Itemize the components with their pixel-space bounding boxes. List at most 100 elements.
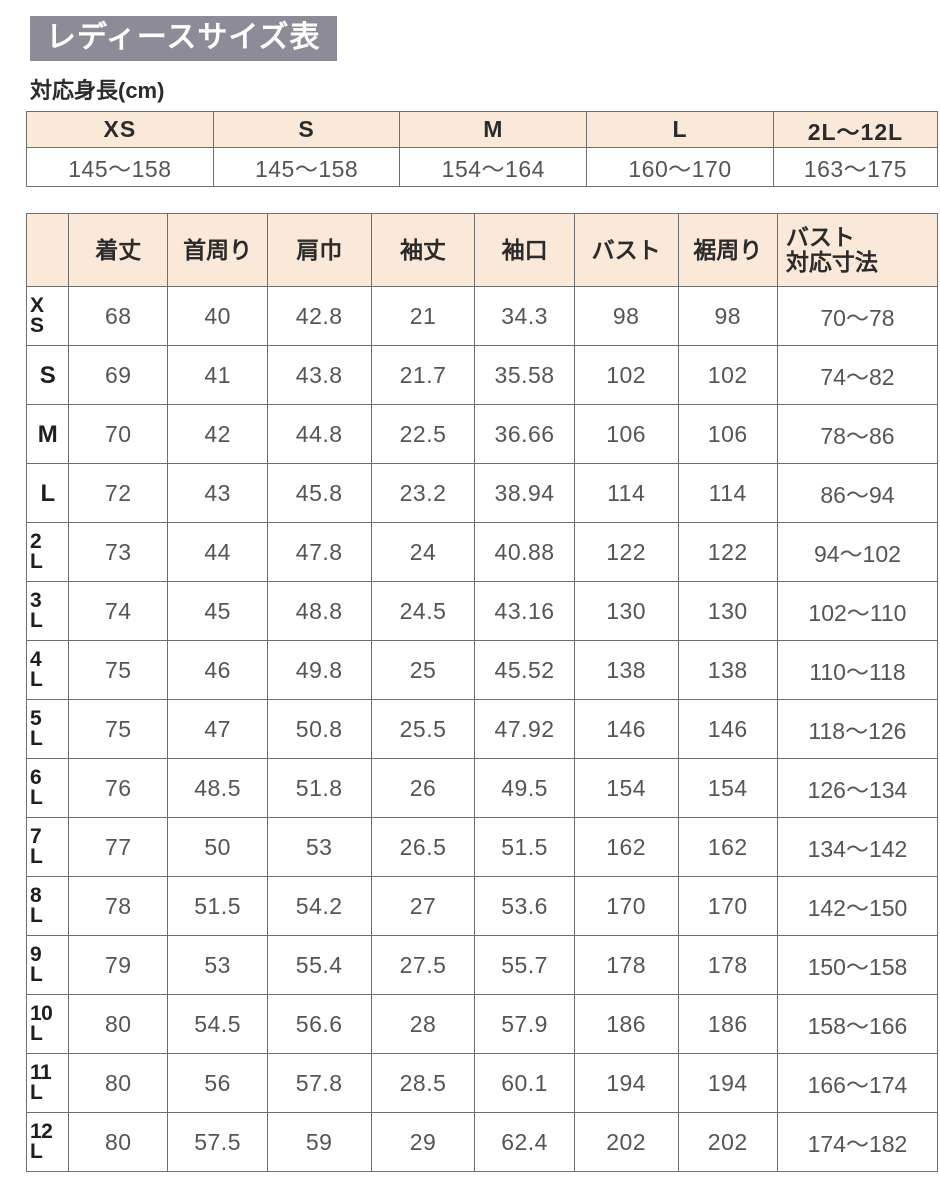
measurement-cell: 50 [167,817,268,878]
measurement-cell: 138 [573,640,679,701]
measurement-cell: 74～82 [776,345,939,406]
measurement-cell: 86～94 [776,463,939,524]
measurement-cell: 170 [677,876,778,937]
size-label-line: 5 [30,707,42,731]
measurement-cell: 44 [167,522,268,583]
measurement-cell: 59 [266,1112,372,1173]
height-value-cell: 160～170 [586,147,774,188]
measurement-cell: 26 [370,758,476,819]
measurement-cell: 170 [573,876,679,937]
measurement-cell: 134～142 [776,817,939,878]
measurement-cell: 48.8 [266,581,372,642]
measurement-cell: 55.4 [266,935,372,996]
measurement-cell: 78～86 [776,404,939,465]
measurement-cell: 138 [677,640,778,701]
measurement-cell: 166～174 [776,1053,939,1114]
measurement-cell: 102～110 [776,581,939,642]
measurement-cell: 130 [573,581,679,642]
measurement-cell: 102 [677,345,778,406]
measurements-col-header: 袖口 [474,213,575,288]
measurement-cell: 47.8 [266,522,372,583]
size-label-cell: S [25,345,70,406]
size-label-cell: M [25,404,70,465]
table-row: L 72 43 45.8 23.2 38.94 114 114 86～94 [25,463,939,524]
measurement-cell: 53 [266,817,372,878]
measurements-col-header: 肩巾 [266,213,372,288]
measurement-cell: 114 [573,463,679,524]
height-value-cell: 145～158 [26,147,214,188]
measurement-cell: 122 [677,522,778,583]
size-label-line: L [30,904,43,928]
size-label-line: 2 [30,530,42,554]
measurement-cell: 178 [573,935,679,996]
measurement-cell: 202 [677,1112,778,1173]
measurements-header-row: 着丈 首周り 肩巾 袖丈 袖口 バスト 裾周り バスト 対応寸法 [25,213,939,288]
measurement-cell: 118～126 [776,699,939,760]
size-label-cell: 12 L [25,1112,70,1173]
measurement-cell: 80 [68,1053,169,1114]
size-label-line: X [30,294,44,318]
measurement-cell: 60.1 [474,1053,575,1114]
size-label-cell: 10 L [25,994,70,1055]
measurement-cell: 57.9 [474,994,575,1055]
measurement-cell: 36.66 [474,404,575,465]
table-row: 12 L 80 57.5 59 29 62.4 202 202 174～182 [25,1112,939,1173]
height-value-cell: 145～158 [212,147,401,188]
measurement-cell: 24.5 [370,581,476,642]
size-label-line: L [30,668,43,692]
size-label-line: 7 [30,825,42,849]
measurement-cell: 70～78 [776,286,939,347]
measurement-cell: 106 [677,404,778,465]
measurement-cell: 47.92 [474,699,575,760]
measurement-cell: 38.94 [474,463,575,524]
measurement-cell: 54.2 [266,876,372,937]
table-spacer [12,187,928,213]
measurement-cell: 51.5 [167,876,268,937]
measurement-cell: 162 [677,817,778,878]
table-row: 9 L 79 53 55.4 27.5 55.7 178 178 150～158 [25,935,939,996]
measurement-cell: 43 [167,463,268,524]
measurement-cell: 27 [370,876,476,937]
measurement-cell: 202 [573,1112,679,1173]
measurement-cell: 22.5 [370,404,476,465]
measurement-cell: 43.8 [266,345,372,406]
size-label-cell: L [25,463,70,524]
measurements-corner-cell [25,213,70,288]
measurement-cell: 25.5 [370,699,476,760]
measurement-cell: 110～118 [776,640,939,701]
size-label-line: L [30,1140,43,1164]
measurement-cell: 75 [68,640,169,701]
measurement-cell: 48.5 [167,758,268,819]
size-label-line: 6 [30,766,42,790]
measurement-cell: 70 [68,404,169,465]
measurement-cell: 23.2 [370,463,476,524]
measurements-col-header: バスト [573,213,679,288]
table-row: X S 68 40 42.8 21 34.3 98 98 70～78 [25,286,939,347]
table-row: 7 L 77 50 53 26.5 51.5 162 162 134～142 [25,817,939,878]
size-label-line: L [30,1022,43,1046]
measurement-cell: 186 [677,994,778,1055]
size-label-line: 8 [30,884,42,908]
measurement-cell: 40 [167,286,268,347]
measurement-cell: 62.4 [474,1112,575,1173]
measurement-cell: 76 [68,758,169,819]
measurement-cell: 21 [370,286,476,347]
measurement-cell: 142～150 [776,876,939,937]
measurement-cell: 24 [370,522,476,583]
measurement-cell: 130 [677,581,778,642]
measurements-col-header: 裾周り [677,213,778,288]
measurement-cell: 122 [573,522,679,583]
measurement-cell: 72 [68,463,169,524]
measurements-col-header: 首周り [167,213,268,288]
measurement-cell: 154 [573,758,679,819]
measurement-cell: 54.5 [167,994,268,1055]
table-row: 10 L 80 54.5 56.6 28 57.9 186 186 158～166 [25,994,939,1055]
measurement-cell: 74 [68,581,169,642]
measurement-cell: 154 [677,758,778,819]
size-label-line: 12 [30,1120,53,1144]
measurement-cell: 28 [370,994,476,1055]
